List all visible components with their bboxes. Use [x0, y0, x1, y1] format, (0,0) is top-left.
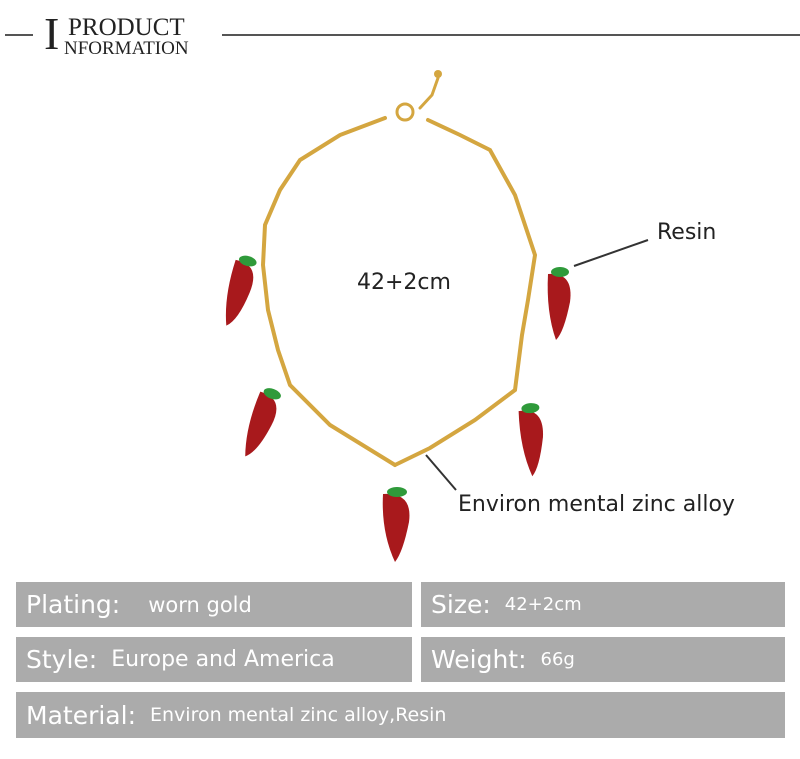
necklace-illustration [225, 70, 649, 562]
clasp [395, 102, 415, 122]
chili-charm [382, 487, 410, 562]
spec-value: Europe and America [111, 647, 335, 672]
spec-style: Style: Europe and America [16, 637, 412, 682]
spec-value: 66g [540, 649, 575, 670]
spec-key: Weight: [431, 645, 527, 674]
divider-right [222, 34, 800, 36]
chain [260, 76, 538, 467]
size-annotation: 42+2cm [357, 270, 451, 295]
spec-plating: Plating: worn gold [16, 582, 412, 627]
chili-charm [245, 388, 281, 457]
resin-pointer-line [573, 239, 649, 267]
alloy-annotation: Environ mental zinc alloy [458, 492, 735, 517]
chili-charm [547, 267, 571, 340]
spec-key: Style: [26, 645, 98, 674]
alloy-pointer-line [425, 454, 457, 491]
spec-key: Plating: [26, 590, 121, 619]
logo-initial: I [44, 8, 60, 59]
chili-charm [518, 403, 543, 477]
chili-charm [225, 255, 257, 326]
spec-material: Material: Environ mental zinc alloy,Resin [16, 692, 785, 738]
spec-value: worn gold [148, 592, 252, 617]
spec-value: 42+2cm [504, 594, 582, 615]
logo-line1: PRODUCT [68, 14, 185, 41]
resin-annotation: Resin [657, 220, 717, 245]
chili-charms [225, 255, 571, 562]
spec-size: Size: 42+2cm [421, 582, 785, 627]
spec-key: Material: [26, 700, 136, 730]
spec-value: Environ mental zinc alloy,Resin [150, 704, 447, 726]
divider-left [5, 34, 33, 36]
logo-line2: NFORMATION [64, 38, 189, 59]
chain-end-bead [434, 70, 442, 78]
spec-weight: Weight: 66g [421, 637, 785, 682]
spec-key: Size: [431, 590, 491, 619]
